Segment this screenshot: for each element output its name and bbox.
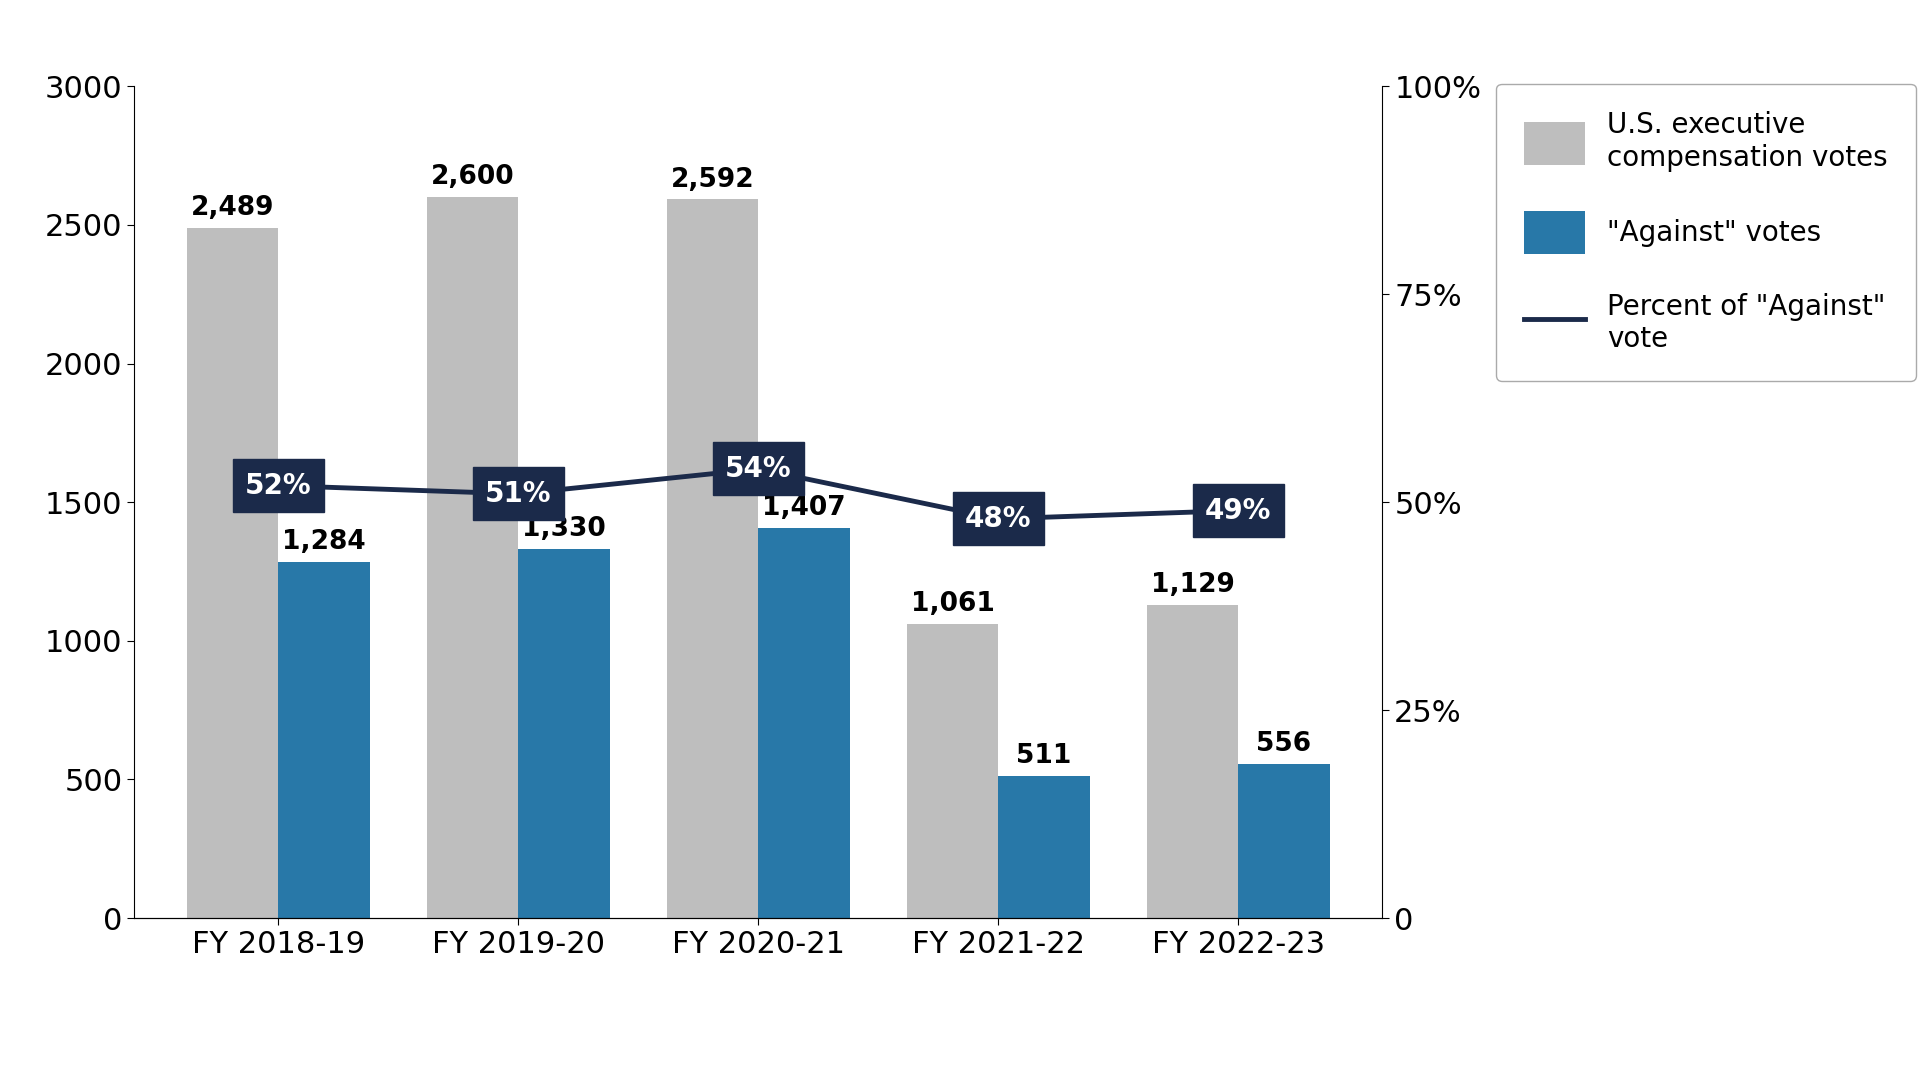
Text: 2,489: 2,489	[192, 195, 275, 221]
Text: 556: 556	[1256, 731, 1311, 757]
Text: 2,592: 2,592	[670, 166, 755, 192]
Text: 2,600: 2,600	[430, 164, 515, 190]
Bar	[1238, 764, 1331, 918]
Text: 1,330: 1,330	[522, 516, 607, 542]
Text: 1,129: 1,129	[1150, 572, 1235, 598]
Text: 511: 511	[1016, 743, 1071, 769]
Bar	[186, 228, 278, 918]
Bar	[998, 777, 1089, 918]
Text: 49%: 49%	[1206, 497, 1271, 525]
Text: 48%: 48%	[966, 504, 1031, 532]
Bar	[1148, 605, 1238, 918]
Text: 54%: 54%	[726, 455, 791, 483]
Text: 1,061: 1,061	[910, 591, 995, 617]
Bar	[278, 562, 369, 918]
Bar	[668, 200, 758, 918]
Text: 51%: 51%	[486, 480, 551, 508]
Bar	[758, 528, 849, 918]
Text: 1,284: 1,284	[282, 529, 367, 555]
Text: 1,407: 1,407	[762, 495, 847, 521]
Bar	[908, 624, 998, 918]
Bar	[426, 198, 518, 918]
Text: 52%: 52%	[246, 472, 311, 500]
Legend: U.S. executive
compensation votes, "Against" votes, Percent of "Against"
vote: U.S. executive compensation votes, "Agai…	[1496, 83, 1916, 381]
Bar	[518, 550, 611, 918]
